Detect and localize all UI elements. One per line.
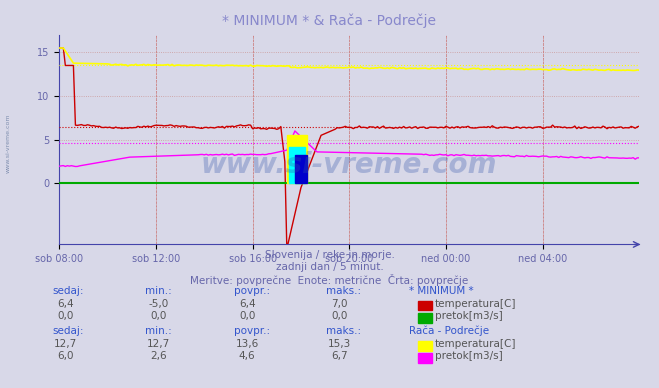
Text: povpr.:: povpr.: <box>234 286 270 296</box>
Bar <box>418 341 432 351</box>
Text: maks.:: maks.: <box>326 286 361 296</box>
Text: pretok[m3/s]: pretok[m3/s] <box>435 351 503 361</box>
Bar <box>295 156 307 184</box>
Text: Rača - Podrečje: Rača - Podrečje <box>409 326 489 336</box>
Text: 12,7: 12,7 <box>54 339 78 349</box>
Text: 6,4: 6,4 <box>239 298 256 308</box>
Text: 4,6: 4,6 <box>239 351 256 361</box>
Text: 6,4: 6,4 <box>57 298 74 308</box>
Text: Slovenija / reke in morje.: Slovenija / reke in morje. <box>264 250 395 260</box>
Text: * MINIMUM * & Rača - Podrečje: * MINIMUM * & Rača - Podrečje <box>223 14 436 28</box>
Text: 12,7: 12,7 <box>146 339 170 349</box>
Text: 6,7: 6,7 <box>331 351 348 361</box>
Text: 0,0: 0,0 <box>150 311 166 321</box>
Text: min.:: min.: <box>145 286 172 296</box>
Text: 13,6: 13,6 <box>235 339 259 349</box>
Text: min.:: min.: <box>145 326 172 336</box>
Bar <box>287 135 307 184</box>
Text: sedaj:: sedaj: <box>53 326 84 336</box>
Text: 0,0: 0,0 <box>331 311 347 321</box>
Bar <box>289 147 305 184</box>
Text: 6,0: 6,0 <box>57 351 74 361</box>
Text: temperatura[C]: temperatura[C] <box>435 298 517 308</box>
Text: maks.:: maks.: <box>326 326 361 336</box>
Text: povpr.:: povpr.: <box>234 326 270 336</box>
Text: * MINIMUM *: * MINIMUM * <box>409 286 473 296</box>
Text: temperatura[C]: temperatura[C] <box>435 339 517 349</box>
Text: pretok[m3/s]: pretok[m3/s] <box>435 311 503 321</box>
Text: sedaj:: sedaj: <box>53 286 84 296</box>
Text: 7,0: 7,0 <box>331 298 348 308</box>
Text: 2,6: 2,6 <box>150 351 167 361</box>
Bar <box>418 313 432 323</box>
Text: 15,3: 15,3 <box>328 339 351 349</box>
Text: -5,0: -5,0 <box>148 298 168 308</box>
Text: 0,0: 0,0 <box>58 311 74 321</box>
Text: www.si-vreme.com: www.si-vreme.com <box>201 151 498 179</box>
Bar <box>418 301 432 310</box>
Text: 0,0: 0,0 <box>239 311 255 321</box>
Bar <box>418 353 432 363</box>
Text: www.si-vreme.com: www.si-vreme.com <box>5 114 11 173</box>
Text: zadnji dan / 5 minut.: zadnji dan / 5 minut. <box>275 262 384 272</box>
Text: Meritve: povprečne  Enote: metrične  Črta: povprečje: Meritve: povprečne Enote: metrične Črta:… <box>190 274 469 286</box>
